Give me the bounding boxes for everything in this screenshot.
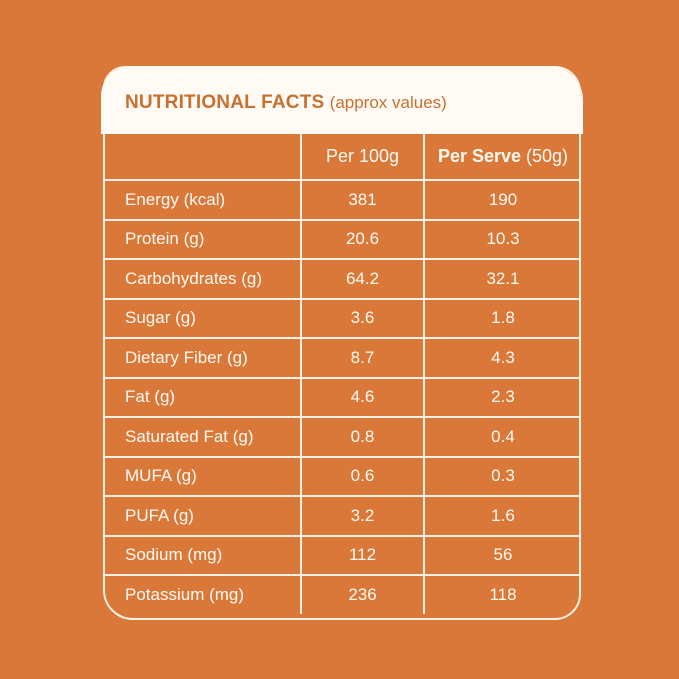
value-per-100g: 4.6 [300,376,425,418]
table-row: Fat (g) 4.6 2.3 [103,376,581,418]
nutrient-name: Energy (kcal) [103,179,302,221]
table-row: PUFA (g) 3.2 1.6 [103,495,581,537]
value-per-100g: 112 [300,534,425,576]
table-row: Protein (g) 20.6 10.3 [103,218,581,260]
table-row: Potassium (mg) 236 118 [103,574,581,614]
nutrient-name: Sodium (mg) [103,534,302,576]
value-per-100g: 20.6 [300,218,425,260]
value-per-100g: 236 [300,574,425,614]
value-per-serve: 56 [423,534,581,576]
value-per-serve: 10.3 [423,218,581,260]
value-per-serve: 4.3 [423,337,581,379]
nutrient-name: Saturated Fat (g) [103,416,302,458]
nutrient-name: MUFA (g) [103,455,302,497]
nutrient-name: PUFA (g) [103,495,302,537]
header-empty [103,134,302,181]
header-per-serve-size: (50g) [526,146,569,166]
value-per-100g: 3.2 [300,495,425,537]
nutrition-table: Per 100g Per Serve (50g) Energy (kcal) 38… [103,134,581,614]
value-per-serve: 0.4 [423,416,581,458]
value-per-serve: 118 [423,574,581,614]
title-main: NUTRITIONAL FACTS [125,92,325,113]
nutrient-name: Sugar (g) [103,297,302,339]
value-per-100g: 0.8 [300,416,425,458]
table-row: Carbohydrates (g) 64.2 32.1 [103,258,581,300]
value-per-serve: 0.3 [423,455,581,497]
value-per-100g: 8.7 [300,337,425,379]
table-row: MUFA (g) 0.6 0.3 [103,455,581,497]
value-per-serve: 2.3 [423,376,581,418]
value-per-serve: 190 [423,179,581,221]
header-row: Per 100g Per Serve (50g) [103,134,581,181]
nutrient-name: Fat (g) [103,376,302,418]
table-row: Energy (kcal) 381 190 [103,179,581,221]
nutrient-name: Potassium (mg) [103,574,302,614]
value-per-100g: 381 [300,179,425,221]
table-row: Sugar (g) 3.6 1.8 [103,297,581,339]
table-row: Sodium (mg) 112 56 [103,534,581,576]
header-per-100g: Per 100g [300,134,425,181]
nutrient-name: Carbohydrates (g) [103,258,302,300]
value-per-100g: 3.6 [300,297,425,339]
value-per-serve: 1.8 [423,297,581,339]
value-per-serve: 1.6 [423,495,581,537]
nutrient-name: Dietary Fiber (g) [103,337,302,379]
nutrient-name: Protein (g) [103,218,302,260]
table-row: Saturated Fat (g) 0.8 0.4 [103,416,581,458]
title-sub: (approx values) [329,93,447,112]
header-per-serve-bold: Per Serve [437,146,522,166]
value-per-100g: 64.2 [300,258,425,300]
page-title: NUTRITIONAL FACTS (approx values) [125,92,447,114]
table-row: Dietary Fiber (g) 8.7 4.3 [103,337,581,379]
value-per-100g: 0.6 [300,455,425,497]
value-per-serve: 32.1 [423,258,581,300]
header-per-serve: Per Serve (50g) [423,134,581,181]
title-banner: NUTRITIONAL FACTS (approx values) [101,66,583,134]
